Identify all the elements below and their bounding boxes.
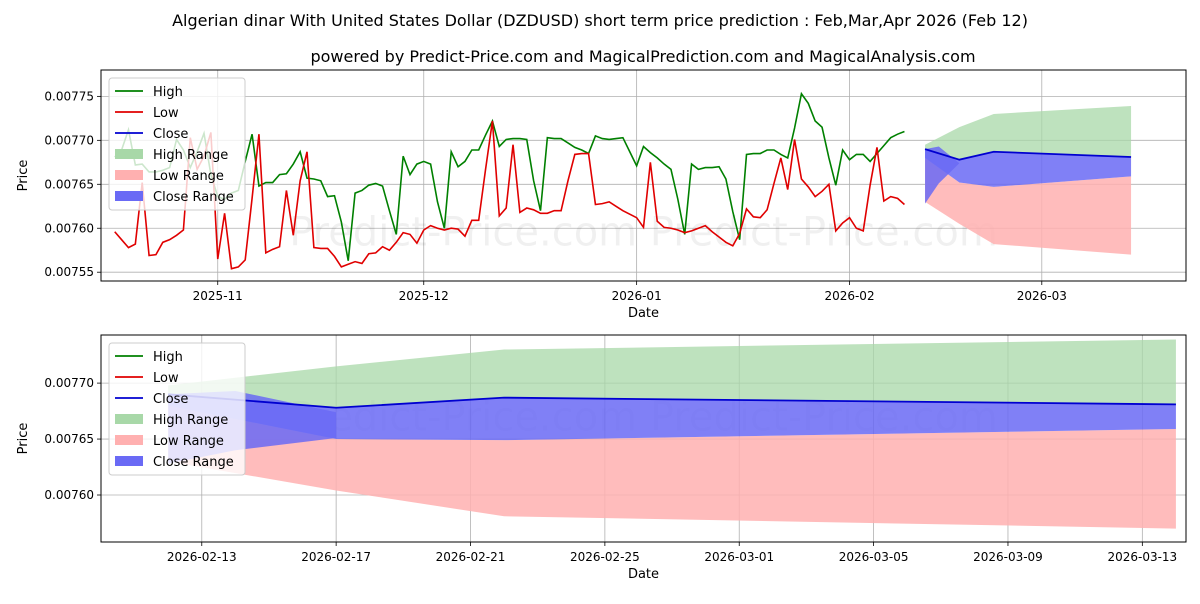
legend-label: Close Range (153, 455, 234, 470)
y-tick-label: 0.00765 (44, 432, 94, 446)
x-tick-label: 2026-02-25 (570, 550, 640, 564)
y-tick-label: 0.00755 (44, 265, 94, 279)
y-axis-label: Price (16, 160, 31, 192)
high-range-band (168, 339, 1176, 408)
legend-label: Low (153, 371, 179, 386)
legend-label: Low Range (153, 434, 224, 449)
panel-bottom: Predict-Price.com Predict-Price.com2026-… (16, 334, 1187, 582)
low-series-line (114, 120, 905, 270)
legend-label: Close (153, 127, 188, 142)
legend-swatch (115, 170, 143, 180)
close-body-band (925, 149, 1132, 187)
legend-label: Low Range (153, 169, 224, 184)
plot-frame (100, 334, 1187, 543)
x-axis-label: Date (628, 567, 659, 582)
watermark-text: Predict-Price.com Predict-Price.com (289, 210, 998, 256)
x-tick-label: 2026-03-05 (839, 550, 909, 564)
legend-swatch (115, 435, 143, 445)
legend-label: High Range (153, 148, 228, 163)
x-tick-label: 2025-11 (193, 289, 243, 303)
x-tick-label: 2026-03-09 (973, 550, 1043, 564)
x-tick-label: 2025-12 (399, 289, 449, 303)
legend-label: High (153, 85, 183, 100)
chart-subtitle: powered by Predict-Price.com and Magical… (310, 47, 975, 66)
legend-swatch (115, 191, 143, 201)
legend-label: Low (153, 106, 179, 121)
x-tick-label: 2026-02 (824, 289, 874, 303)
x-tick-label: 2026-03-13 (1107, 550, 1177, 564)
x-tick-label: 2026-01 (612, 289, 662, 303)
legend-swatch (115, 149, 143, 159)
y-axis-label: Price (16, 423, 31, 455)
x-tick-label: 2026-02-17 (301, 550, 371, 564)
legend-label: Close Range (153, 190, 234, 205)
y-tick-label: 0.00770 (44, 133, 94, 147)
y-tick-label: 0.00770 (44, 376, 94, 390)
y-tick-label: 0.00760 (44, 488, 94, 502)
close-series-line (168, 393, 1176, 409)
y-tick-label: 0.00760 (44, 221, 94, 235)
close-body-band (168, 394, 1176, 441)
legend-label: Close (153, 392, 188, 407)
y-tick-label: 0.00775 (44, 89, 94, 103)
legend-label: High (153, 350, 183, 365)
low-range-band (925, 157, 1132, 255)
x-tick-label: 2026-02-21 (436, 550, 506, 564)
x-tick-label: 2026-02-13 (167, 550, 237, 564)
low-range-band (168, 405, 1176, 529)
legend-swatch (115, 414, 143, 424)
panel-top: Predict-Price.com Predict-Price.com 2025-… (16, 69, 1187, 321)
high-series-line (114, 91, 905, 261)
legend-swatch (115, 456, 143, 466)
chart-title: Algerian dinar With United States Dollar… (172, 11, 1028, 30)
x-tick-label: 2026-03 (1017, 289, 1067, 303)
legend-label: High Range (153, 413, 228, 428)
y-tick-label: 0.00765 (44, 177, 94, 191)
plot-frame (100, 69, 1187, 282)
x-axis-label: Date (628, 306, 659, 321)
x-tick-label: 2026-03-01 (704, 550, 774, 564)
close-series-line (924, 148, 1132, 161)
high-range-band (925, 106, 1132, 160)
